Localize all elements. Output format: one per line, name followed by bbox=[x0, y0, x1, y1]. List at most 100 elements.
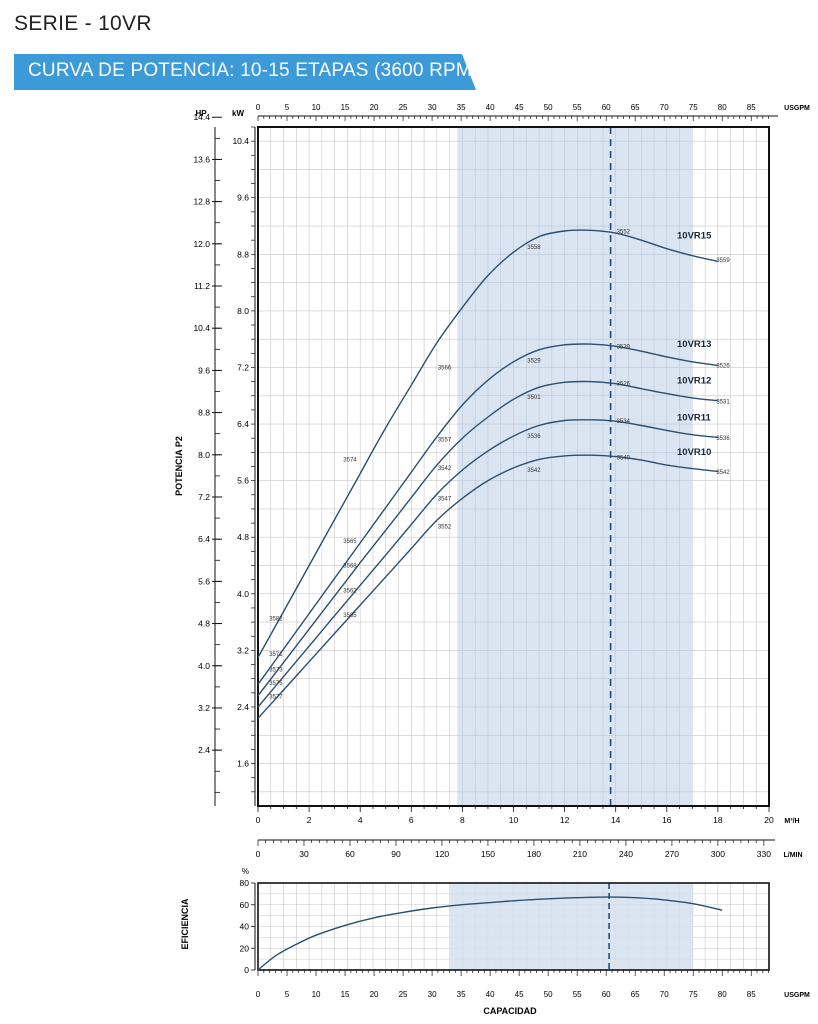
lmin-tick-label: 0 bbox=[256, 849, 261, 859]
lmin-tick-label: 210 bbox=[573, 849, 587, 859]
kw-tick-label: 6.4 bbox=[237, 419, 249, 429]
mh-tick-label: 16 bbox=[662, 815, 672, 825]
efficiency-x-tick-label: 35 bbox=[457, 990, 466, 999]
top-usgpm-tick-label: 70 bbox=[660, 103, 669, 112]
mh-tick-label: 0 bbox=[256, 815, 261, 825]
hp-tick-label: 8.0 bbox=[198, 450, 210, 460]
top-usgpm-unit: USGPM bbox=[784, 105, 810, 112]
curve-point-label: 3562 bbox=[343, 588, 357, 594]
efficiency-x-tick-label: 70 bbox=[660, 990, 669, 999]
efficiency-operating-band bbox=[449, 883, 694, 970]
lmin-tick-label: 60 bbox=[345, 849, 355, 859]
mh-tick-label: 10 bbox=[509, 815, 519, 825]
curve-point-label: 3534 bbox=[617, 419, 631, 425]
curve-point-label: 3542 bbox=[716, 470, 730, 476]
top-usgpm-tick-label: 85 bbox=[747, 103, 756, 112]
hp-tick-label: 3.2 bbox=[198, 703, 210, 713]
mh-tick-label: 6 bbox=[409, 815, 414, 825]
curve-point-label: 3552 bbox=[438, 525, 452, 531]
mh-tick-label: 14 bbox=[611, 815, 621, 825]
hp-tick-label: 4.0 bbox=[198, 661, 210, 671]
efficiency-curve-line bbox=[257, 896, 723, 971]
curve-point-label: 3557 bbox=[438, 438, 452, 444]
efficiency-y-tick-label: 60 bbox=[240, 900, 250, 910]
efficiency-x-tick-label: 40 bbox=[486, 990, 495, 999]
curve-point-label: 3577 bbox=[269, 694, 283, 700]
top-usgpm-tick-label: 75 bbox=[689, 103, 698, 112]
curve-point-label: 3558 bbox=[527, 245, 541, 251]
curve-point-label: 3582 bbox=[269, 617, 283, 623]
curve-point-label: 3526 bbox=[716, 363, 730, 369]
hp-tick-label: 5.6 bbox=[198, 576, 210, 586]
mh-tick-label: 2 bbox=[307, 815, 312, 825]
efficiency-x-unit: USGPM bbox=[784, 992, 810, 999]
top-usgpm-tick-label: 50 bbox=[544, 103, 553, 112]
lmin-tick-label: 330 bbox=[757, 849, 771, 859]
top-usgpm-tick-label: 45 bbox=[515, 103, 524, 112]
series-10vr10: 3577 3565 3552 3542 3540 3542 10VR10 bbox=[257, 447, 730, 719]
lmin-tick-label: 150 bbox=[481, 849, 495, 859]
top-usgpm-tick-label: 0 bbox=[256, 103, 261, 112]
power-curve-line bbox=[257, 380, 718, 697]
hp-tick-label: 6.4 bbox=[198, 534, 210, 544]
efficiency-x-tick-label: 60 bbox=[602, 990, 611, 999]
power-plot-area: 35823574356635583552355910VR153571356535… bbox=[257, 126, 770, 807]
kw-tick-label: 4.8 bbox=[237, 532, 249, 542]
efficiency-y-unit: % bbox=[242, 867, 249, 876]
chart-title: CURVA DE POTENCIA: 10-15 ETAPAS (3600 RP… bbox=[28, 60, 479, 81]
top-usgpm-tick-label: 25 bbox=[399, 103, 408, 112]
curve-point-label: 3559 bbox=[716, 258, 730, 264]
curve-point-label: 3573 bbox=[269, 667, 283, 673]
curve-point-label: 3526 bbox=[617, 382, 631, 388]
hp-tick-label: 10.4 bbox=[193, 323, 210, 333]
efficiency-y-tick-label: 80 bbox=[240, 878, 250, 888]
efficiency-x-tick-label: 45 bbox=[515, 990, 524, 999]
series-name-label: 10VR10 bbox=[677, 447, 711, 458]
kw-tick-label: 8.8 bbox=[237, 249, 249, 259]
hp-tick-label: 13.6 bbox=[193, 154, 210, 164]
efficiency-x-tick-label: 15 bbox=[341, 990, 350, 999]
power-curve-line bbox=[257, 419, 718, 708]
chart-title-banner: CURVA DE POTENCIA: 10-15 ETAPAS (3600 RP… bbox=[14, 54, 479, 90]
curve-point-label: 3566 bbox=[438, 365, 452, 371]
efficiency-x-tick-label: 75 bbox=[689, 990, 698, 999]
kw-tick-label: 3.2 bbox=[237, 645, 249, 655]
lmin-axis-unit: L/MIN bbox=[783, 852, 802, 859]
curve-point-label: 3552 bbox=[617, 230, 631, 236]
curve-point-label: 3565 bbox=[343, 613, 357, 619]
efficiency-x-tick-label: 10 bbox=[312, 990, 321, 999]
efficiency-x-axis-title: CAPACIDAD bbox=[483, 1006, 537, 1016]
kw-axis-unit: kW bbox=[232, 109, 244, 118]
curve-point-label: 3575 bbox=[269, 681, 283, 687]
mh-axis-unit: M³/H bbox=[784, 818, 799, 825]
kw-tick-label: 4.0 bbox=[237, 589, 249, 599]
curve-point-label: 3529 bbox=[527, 358, 541, 364]
lmin-tick-label: 120 bbox=[435, 849, 449, 859]
efficiency-x-tick-label: 85 bbox=[747, 990, 756, 999]
power-y-axis-title: POTENCIA P2 bbox=[174, 436, 184, 496]
series-10vr12: 3573 3568 3542 3501 3526 3531 10VR12 bbox=[257, 376, 730, 697]
series-10vr13: 3571 3565 3557 3529 3539 3526 10VR13 bbox=[257, 339, 730, 685]
top-usgpm-tick-label: 65 bbox=[631, 103, 640, 112]
series-name-label: 10VR13 bbox=[677, 339, 711, 350]
power-axes: HP kW 2.4 3.2 4.0 4.8 5.6 6.4 7.2 8.0 8.8 9.6 10.4 11… bbox=[174, 103, 810, 859]
hp-tick-label: 12.8 bbox=[193, 197, 210, 207]
efficiency-x-tick-label: 80 bbox=[718, 990, 727, 999]
hp-tick-label: 12.0 bbox=[193, 239, 210, 249]
banner-background bbox=[14, 54, 476, 90]
curve-point-label: 3540 bbox=[617, 455, 631, 461]
lmin-tick-label: 90 bbox=[391, 849, 401, 859]
lmin-tick-label: 270 bbox=[665, 849, 679, 859]
efficiency-y-axis-title: EFICIENCIA bbox=[180, 898, 190, 950]
kw-tick-label: 5.6 bbox=[237, 476, 249, 486]
top-usgpm-tick-label: 40 bbox=[486, 103, 495, 112]
series-name-label: 10VR12 bbox=[677, 376, 711, 387]
curve-point-label: 3536 bbox=[716, 436, 730, 442]
top-usgpm-tick-label: 55 bbox=[573, 103, 582, 112]
kw-tick-label: 2.4 bbox=[237, 702, 249, 712]
kw-tick-label: 8.0 bbox=[237, 306, 249, 316]
hp-tick-label: 2.4 bbox=[198, 745, 210, 755]
efficiency-y-tick-label: 0 bbox=[244, 965, 249, 975]
top-usgpm-tick-label: 30 bbox=[428, 103, 437, 112]
